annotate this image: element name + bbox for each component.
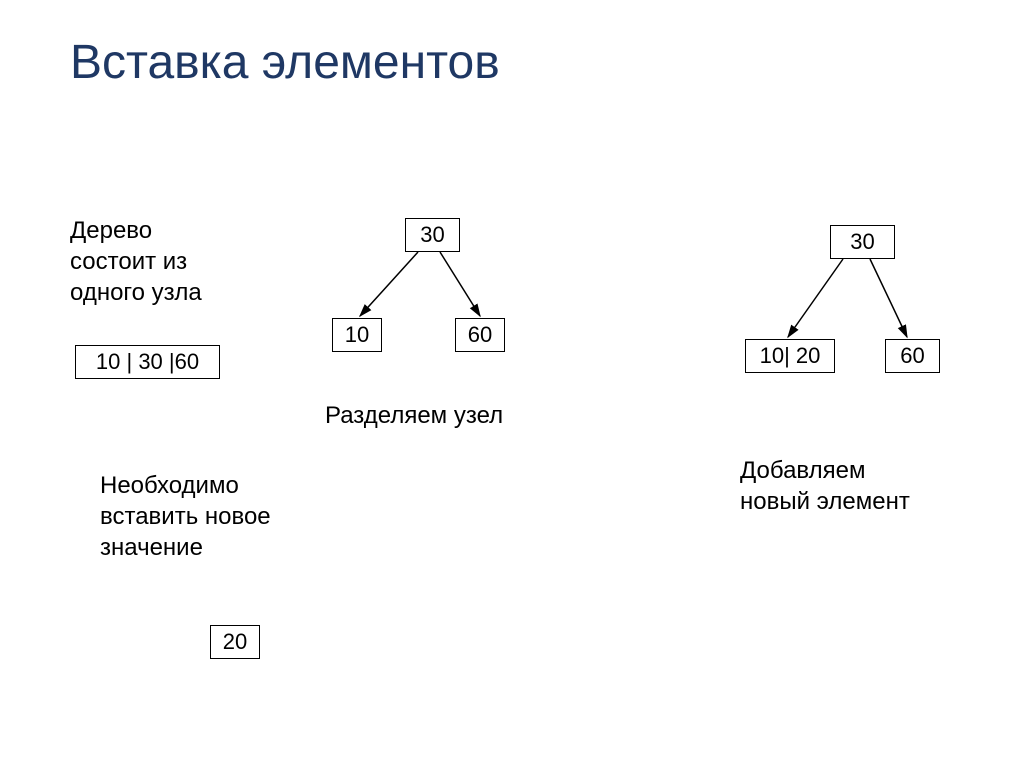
- tree2-root: 30: [830, 225, 895, 259]
- tree1-root: 30: [405, 218, 460, 252]
- tree1-left: 10: [332, 318, 382, 352]
- text-insert-new: Необходимовставить новоезначение: [100, 470, 360, 564]
- tree2-right: 60: [885, 339, 940, 373]
- node-new-value: 20: [210, 625, 260, 659]
- tree-arrows: [0, 0, 1024, 768]
- text-add-element: Добавляемновый элемент: [740, 455, 990, 517]
- node-initial: 10 | 30 |60: [75, 345, 220, 379]
- tree2-left: 10| 20: [745, 339, 835, 373]
- tree1-right: 60: [455, 318, 505, 352]
- slide-title: Вставка элементов: [70, 35, 500, 90]
- text-tree-one-node: Деревосостоит изодного узла: [70, 215, 270, 309]
- text-split-node: Разделяем узел: [325, 400, 585, 431]
